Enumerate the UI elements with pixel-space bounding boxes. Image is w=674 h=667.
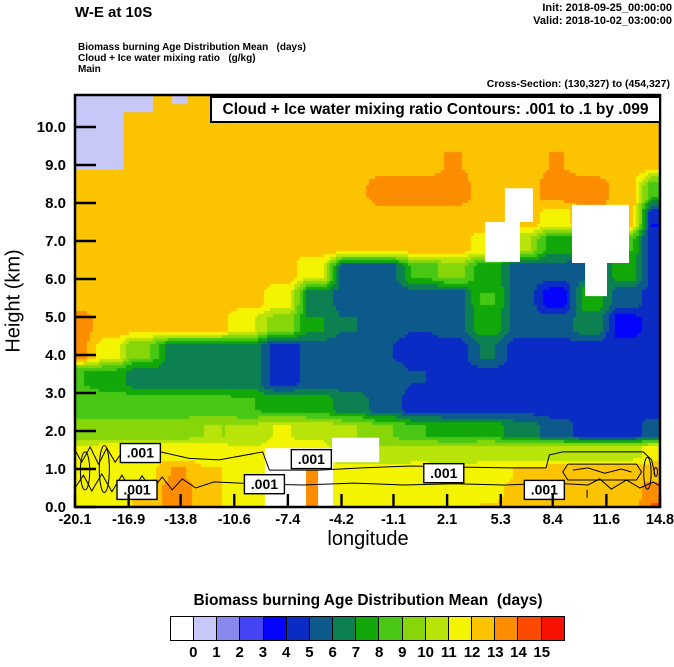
page-title: W-E at 10S: [75, 4, 153, 21]
colorbar-cell: [239, 616, 265, 641]
colorbar-tick-label: 11: [440, 644, 457, 661]
y-tick-label: 9.0: [45, 157, 66, 174]
x-tick-label: 8.4: [542, 512, 563, 528]
x-tick-label: -1.1: [380, 512, 406, 528]
subtitle-domain: Main: [78, 64, 101, 75]
x-tick-label: 11.6: [592, 512, 621, 528]
y-tick-label: 3.0: [45, 385, 66, 402]
colorbar-tick-label: 8: [374, 644, 384, 661]
y-tick-label: 6.0: [45, 271, 66, 288]
x-tick-label: 2.1: [437, 512, 458, 528]
y-tick-label: 1.0: [45, 461, 66, 478]
colorbar-cell: [540, 616, 566, 641]
y-tick-label: 2.0: [45, 423, 66, 440]
colorbar-cell: [216, 616, 241, 641]
x-tick-label: 14.8: [645, 512, 674, 528]
y-tick-label: 5.0: [45, 309, 66, 326]
colorbar-cell: [424, 616, 450, 641]
colorbar-cell: [308, 616, 334, 641]
x-tick-label: -16.9: [112, 512, 146, 528]
x-tick-label: -4.2: [329, 512, 355, 528]
colorbar-cell: [262, 616, 288, 641]
plot-inner-title: Cloud + Ice water mixing ratio Contours:…: [210, 96, 661, 123]
y-tick-label: 4.0: [45, 347, 66, 364]
colorbar-cell: [494, 616, 519, 641]
x-tick-label: -7.4: [275, 512, 301, 528]
colorbar-tick-label: 1: [212, 644, 221, 661]
colorbar-cell: [471, 616, 496, 641]
y-tick-label: 8.0: [45, 195, 66, 212]
colorbar-tick-label: 6: [328, 644, 337, 661]
colorbar-cell: [193, 616, 218, 641]
colorbar-tick-label: 5: [305, 644, 314, 661]
x-axis-label: longitude: [327, 528, 409, 550]
colorbar-tick-label: 12: [463, 644, 481, 661]
y-tick-label: 10.0: [36, 119, 66, 136]
colorbar-cell: [285, 616, 311, 641]
subtitle-fill-variable: Biomass burning Age Distribution Mean (d…: [78, 42, 306, 53]
colorbar-cell: [401, 616, 427, 641]
colorbar-tick-label: 3: [258, 644, 268, 661]
colorbar: [170, 616, 566, 641]
colorbar-cell: [378, 616, 403, 641]
init-timestamp: Init: 2018-09-25_00:00:00: [542, 2, 672, 14]
colorbar-tick-label: 14: [510, 644, 527, 661]
colorbar-cell: [332, 616, 357, 641]
colorbar-tick-label: 7: [351, 644, 361, 661]
colorbar-cell: [447, 616, 473, 641]
colorbar-cell: [355, 616, 380, 641]
colorbar-tick-label: 9: [398, 644, 407, 661]
y-tick-label: 7.0: [45, 233, 66, 250]
x-tick-label: -13.8: [164, 512, 198, 528]
y-axis-label: Height (km): [2, 249, 25, 353]
colorbar-title: Biomass burning Age Distribution Mean (d…: [193, 592, 543, 609]
x-tick-label: -10.6: [217, 512, 251, 528]
cross-section-label: Cross-Section: (130,327) to (454,327): [486, 78, 670, 90]
x-tick-label: -20.1: [58, 512, 92, 528]
y-tick-label: 0.0: [45, 499, 66, 516]
x-tick-label: 5.3: [490, 512, 511, 528]
colorbar-tick-label: 10: [417, 644, 434, 661]
colorbar-tick-label: 2: [235, 644, 244, 661]
colorbar-tick-label: 0: [189, 644, 198, 661]
subtitle-contour-variable: Cloud + Ice water mixing ratio (g/kg): [78, 53, 256, 64]
colorbar-cell: [170, 616, 195, 641]
valid-timestamp: Valid: 2018-10-02_03:00:00: [533, 15, 672, 27]
colorbar-cell: [517, 616, 542, 641]
colorbar-tick-label: 15: [533, 644, 551, 661]
colorbar-tick-label: 4: [282, 644, 291, 661]
colorbar-tick-label: 13: [486, 644, 504, 661]
contour-fill-field: [75, 95, 660, 507]
